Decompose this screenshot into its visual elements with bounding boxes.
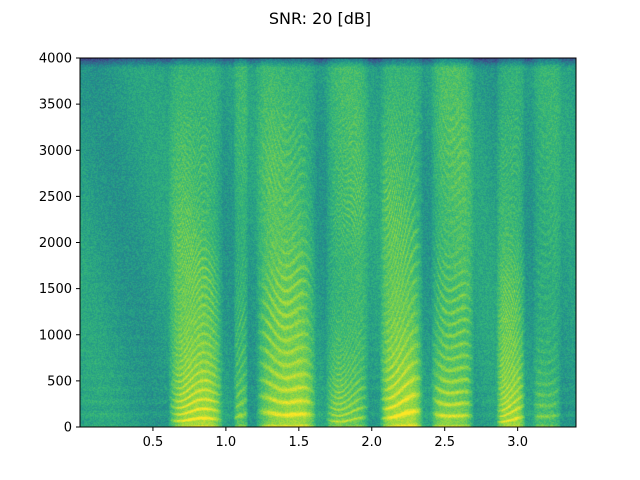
x-tick-label: 2.0 xyxy=(361,435,382,450)
y-axis: 0 500 1000 1500 2000 2500 3000 3500 4000 xyxy=(39,52,80,436)
plot-area xyxy=(79,57,577,428)
y-tick-label: 1500 xyxy=(39,282,72,297)
y-tick-label: 500 xyxy=(47,374,72,389)
y-tick-label: 2000 xyxy=(39,236,72,251)
y-tick-label: 3500 xyxy=(39,98,72,113)
y-tick-label: 0 xyxy=(64,421,72,436)
x-tick-label: 1.5 xyxy=(288,435,309,450)
y-tick-label: 2500 xyxy=(39,190,72,205)
x-tick-label: 0.5 xyxy=(143,435,164,450)
x-tick-label: 3.0 xyxy=(507,435,528,450)
chart-title: SNR: 20 [dB] xyxy=(269,9,371,28)
x-tick-label: 2.5 xyxy=(434,435,455,450)
x-axis: 0.5 1.0 1.5 2.0 2.5 3.0 xyxy=(143,427,528,450)
y-tick-label: 4000 xyxy=(39,52,72,67)
y-tick-label: 3000 xyxy=(39,144,72,159)
y-tick-label: 1000 xyxy=(39,328,72,343)
x-tick-label: 1.0 xyxy=(216,435,237,450)
spectrogram-heatmap xyxy=(80,58,576,427)
